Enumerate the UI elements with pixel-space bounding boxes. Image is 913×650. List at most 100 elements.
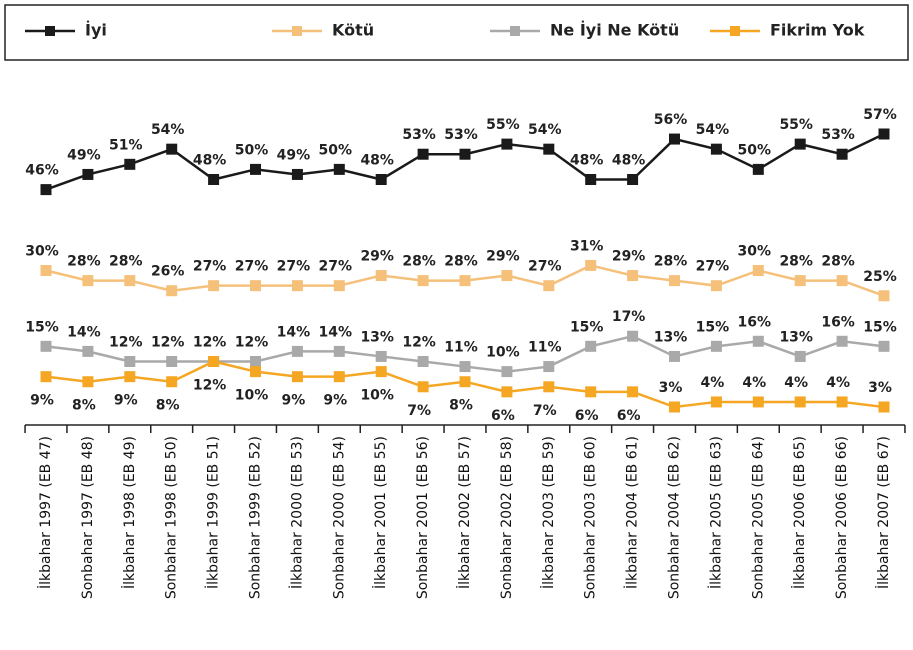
point [836, 396, 848, 408]
point [752, 265, 764, 276]
value-label: 28% [109, 254, 143, 270]
point [501, 138, 513, 150]
x-tick-label: İlkbahar 2007 (EB 67) [874, 436, 892, 589]
point [459, 376, 471, 388]
point [543, 381, 555, 393]
value-label: 14% [319, 324, 353, 340]
point [669, 133, 680, 145]
value-label: 29% [612, 249, 646, 265]
value-label: 29% [360, 249, 394, 265]
value-label: 50% [319, 142, 353, 158]
value-label: 27% [193, 259, 227, 275]
point [250, 356, 261, 367]
value-label: 56% [654, 112, 688, 128]
value-label: 14% [277, 324, 311, 340]
value-label: 10% [486, 345, 520, 361]
x-tick-label: İlkbahar 1999 (EB 51) [204, 436, 222, 589]
value-label: 17% [612, 309, 646, 325]
point [124, 371, 136, 383]
point [82, 376, 94, 388]
value-label: 4% [701, 375, 725, 391]
point [166, 356, 178, 367]
point [585, 386, 597, 398]
point [375, 350, 387, 362]
x-tick-label: İlkbahar 2000 (EB 53) [287, 436, 305, 589]
point [669, 350, 680, 362]
x-tick-label: Sonbahar 2002 (EB 58) [499, 436, 515, 599]
value-label: 6% [617, 408, 641, 424]
value-label: 26% [151, 264, 185, 280]
point [585, 340, 597, 352]
x-tick-label: Sonbahar 2004 (EB 62) [667, 436, 683, 599]
legend-marker [292, 26, 302, 36]
point [124, 275, 136, 287]
legend-label: Ne İyi Ne Kötü [550, 21, 679, 40]
value-label: 15% [696, 319, 730, 335]
x-tick-label: Sonbahar 2003 (EB 60) [583, 436, 599, 599]
point [669, 401, 680, 413]
value-label: 53% [444, 127, 478, 143]
point [333, 345, 345, 357]
legend-label: Kötü [332, 21, 374, 40]
x-tick-label: Sonbahar 1997 (EB 48) [80, 436, 96, 599]
value-label: 4% [826, 375, 850, 391]
value-label: 12% [151, 335, 185, 351]
value-label: 27% [235, 259, 269, 275]
point [333, 371, 345, 383]
value-label: 50% [235, 142, 269, 158]
x-tick-label: İlkbahar 2005 (EB 63) [706, 436, 724, 589]
point [710, 340, 722, 352]
point [836, 335, 848, 347]
point [375, 174, 387, 185]
value-label: 49% [67, 147, 101, 163]
value-label: 48% [193, 153, 227, 169]
point [459, 148, 471, 160]
point [82, 168, 94, 180]
value-label: 15% [25, 319, 59, 335]
x-tick-label: Sonbahar 2006 (EB 66) [834, 436, 850, 599]
x-tick-label: İlkbahar 1997 (EB 47) [36, 436, 54, 589]
value-label: 8% [156, 398, 180, 414]
value-label: 28% [779, 254, 813, 270]
point [40, 265, 52, 276]
point [40, 184, 52, 196]
value-label: 14% [67, 324, 101, 340]
point [375, 270, 387, 282]
point [878, 340, 890, 352]
value-label: 54% [151, 122, 185, 138]
legend-label: İyi [85, 21, 107, 40]
point [208, 174, 220, 185]
value-label: 55% [779, 117, 813, 133]
value-label: 9% [114, 393, 138, 409]
point [752, 163, 764, 175]
point [124, 356, 136, 367]
point [752, 396, 764, 408]
value-label: 9% [323, 393, 347, 409]
point [878, 401, 890, 413]
point [836, 148, 848, 160]
x-tick-label: İlkbahar 2006 (EB 65) [790, 436, 808, 589]
value-label: 48% [360, 153, 394, 169]
point [250, 280, 261, 292]
value-label: 15% [863, 319, 897, 335]
point [752, 335, 764, 347]
value-label: 48% [612, 153, 646, 169]
point [291, 168, 303, 180]
point [291, 280, 303, 292]
x-tick-label: Sonbahar 2000 (EB 54) [331, 436, 347, 599]
value-label: 27% [319, 259, 353, 275]
point [166, 285, 178, 297]
value-label: 10% [235, 388, 269, 404]
x-tick-label: İlkbahar 2003 (EB 59) [539, 436, 557, 589]
value-label: 54% [528, 122, 562, 138]
point [291, 345, 303, 357]
point [291, 371, 303, 383]
x-tick-label: İlkbahar 2002 (EB 57) [455, 436, 473, 589]
point [417, 148, 429, 160]
value-label: 48% [570, 153, 604, 169]
point [459, 275, 471, 287]
value-label: 25% [863, 269, 897, 285]
value-label: 13% [654, 329, 688, 345]
legend-box [4, 4, 909, 61]
